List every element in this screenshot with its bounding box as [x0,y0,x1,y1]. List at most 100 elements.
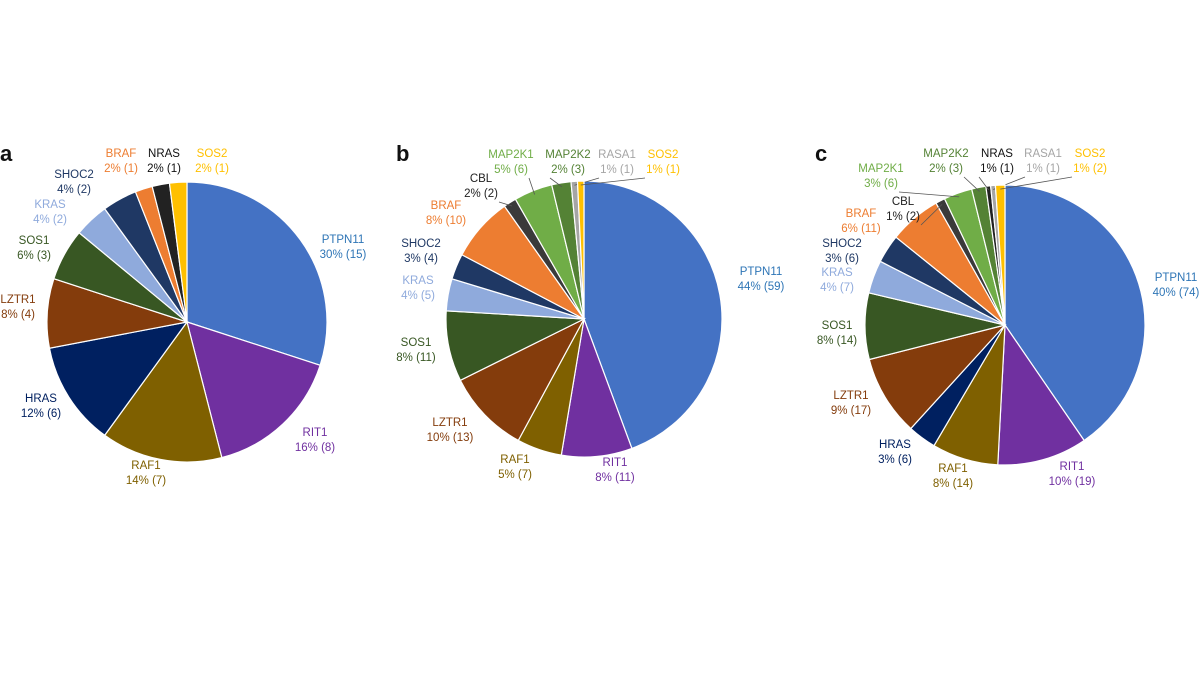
leader-line-cbl [920,204,943,226]
slice-label-kras: KRAS 4% (5) [401,275,435,302]
slice-label-name: RIT1 [603,457,628,469]
slice-label-name: MAP2K2 [545,149,590,161]
slice-label-value: 10% (19) [1049,476,1096,488]
slice-label-name: KRAS [402,275,434,287]
slice-label-name: RASA1 [598,149,636,161]
slice-label-value: 6% (3) [17,250,51,262]
slice-label-name: RAF1 [938,463,967,475]
slice-label-sos2: SOS2 2% (1) [195,148,229,175]
slice-label-kras: KRAS 4% (2) [33,199,67,226]
slice-label-cbl: CBL 2% (2) [464,173,498,200]
pie-slice-rit1 [186,321,321,459]
slice-label-value: 2% (2) [464,188,498,200]
slice-label-value: 2% (3) [929,163,963,175]
slice-label-shoc2: SHOC2 4% (2) [54,169,94,196]
slice-label-value: 5% (6) [494,164,528,176]
slice-label-value: 2% (1) [195,163,229,175]
slice-label-name: MAP2K1 [858,163,903,175]
slice-label-name: PTPN11 [740,266,783,278]
slice-label-name: LZTR1 [432,417,467,429]
slice-label-sos2: SOS2 1% (1) [646,149,680,176]
slice-label-raf1: RAF1 14% (7) [126,460,166,487]
slice-label-name: HRAS [25,393,57,405]
slice-label-value: 1% (1) [646,164,680,176]
slice-label-value: 4% (2) [33,214,67,226]
slice-label-name: SOS2 [648,149,679,161]
pie-slice-ptpn11 [1004,184,1146,442]
slice-label-braf: BRAF 2% (1) [104,148,138,175]
slice-label-shoc2: SHOC2 3% (4) [401,238,441,265]
slice-label-name: SOS1 [401,337,432,349]
slice-label-name: RAF1 [131,460,160,472]
pie-slice-sos2 [168,181,188,323]
slice-label-name: HRAS [879,439,911,451]
slice-label-ptpn11: PTPN11 44% (59) [738,266,785,293]
slice-label-rit1: RIT1 8% (11) [595,457,635,484]
slice-label-braf: BRAF 8% (10) [426,200,466,227]
leader-line-map2k2 [963,176,980,192]
slice-label-name: BRAF [106,148,137,160]
slice-label-ptpn11: PTPN11 30% (15) [320,234,367,261]
slice-label-value: 8% (4) [1,309,35,321]
slice-label-value: 1% (2) [886,211,920,223]
slice-label-nras: NRAS 2% (1) [147,148,181,175]
slice-label-name: SOS2 [197,148,228,160]
slice-label-value: 2% (3) [551,164,585,176]
slice-label-name: SHOC2 [54,169,94,181]
slice-label-name: SOS1 [19,235,50,247]
slice-label-value: 3% (6) [864,178,898,190]
slice-label-value: 40% (74) [1153,287,1200,299]
slice-label-kras: KRAS 4% (7) [820,267,854,294]
pie-slice-sos2 [576,180,585,320]
pie-slice-ptpn11 [583,180,723,450]
slice-label-name: SOS1 [822,320,853,332]
slice-label-name: KRAS [821,267,853,279]
slice-label-raf1: RAF1 8% (14) [933,463,973,490]
slice-label-value: 4% (2) [57,184,91,196]
slice-label-map2k1: MAP2K1 3% (6) [858,163,903,190]
leader-line-map2k1 [898,191,960,198]
slice-label-name: KRAS [34,199,66,211]
slice-label-value: 2% (1) [104,163,138,175]
slice-label-braf: BRAF 6% (11) [841,208,881,235]
slice-label-nras: NRAS 1% (1) [980,148,1014,175]
slice-label-value: 9% (17) [831,405,871,417]
slice-label-sos2: SOS2 1% (2) [1073,148,1107,175]
slice-label-name: SOS2 [1075,148,1106,160]
leader-line-nras [978,176,990,191]
pie-chart-c: PTPN11 40% (74) RIT1 10% (19) RAF1 8% (14) HRA… [817,148,1200,490]
pie-slice-raf1 [103,320,223,463]
slice-label-name: BRAF [431,200,462,212]
slice-label-name: MAP2K1 [488,149,533,161]
leader-line-map2k1 [528,177,535,195]
pie-slice-hras [48,321,189,437]
slice-label-name: CBL [470,173,493,185]
slice-label-name: NRAS [981,148,1013,160]
slice-label-value: 5% (7) [498,469,532,481]
slice-label-sos1: SOS1 8% (14) [817,320,857,347]
pie-slice-sos2 [994,184,1006,326]
slice-label-value: 8% (14) [817,335,857,347]
pie-chart-a: PTPN11 30% (15) RIT1 16% (8) RAF1 14% (7) HRAS… [0,148,366,487]
slice-label-value: 3% (6) [825,253,859,265]
slice-label-value: 1% (1) [600,164,634,176]
slice-label-map2k2: MAP2K2 2% (3) [923,148,968,175]
slice-label-value: 3% (6) [878,454,912,466]
slice-label-name: SHOC2 [401,238,441,250]
slice-label-value: 4% (7) [820,282,854,294]
slice-label-value: 2% (1) [147,163,181,175]
slice-label-name: RIT1 [1060,461,1085,473]
slice-label-value: 12% (6) [21,408,61,420]
slice-label-value: 4% (5) [401,290,435,302]
leader-line-map2k2 [549,177,563,188]
slice-label-value: 8% (14) [933,478,973,490]
slice-label-value: 8% (11) [595,472,635,484]
slice-label-rasa1: RASA1 1% (1) [1024,148,1062,175]
slice-label-value: 30% (15) [320,249,367,261]
panel-letter-c: c [815,141,827,166]
slice-label-value: 14% (7) [126,475,166,487]
slice-label-value: 10% (13) [427,432,474,444]
slice-label-value: 16% (8) [295,442,335,454]
slice-label-name: LZTR1 [833,390,868,402]
